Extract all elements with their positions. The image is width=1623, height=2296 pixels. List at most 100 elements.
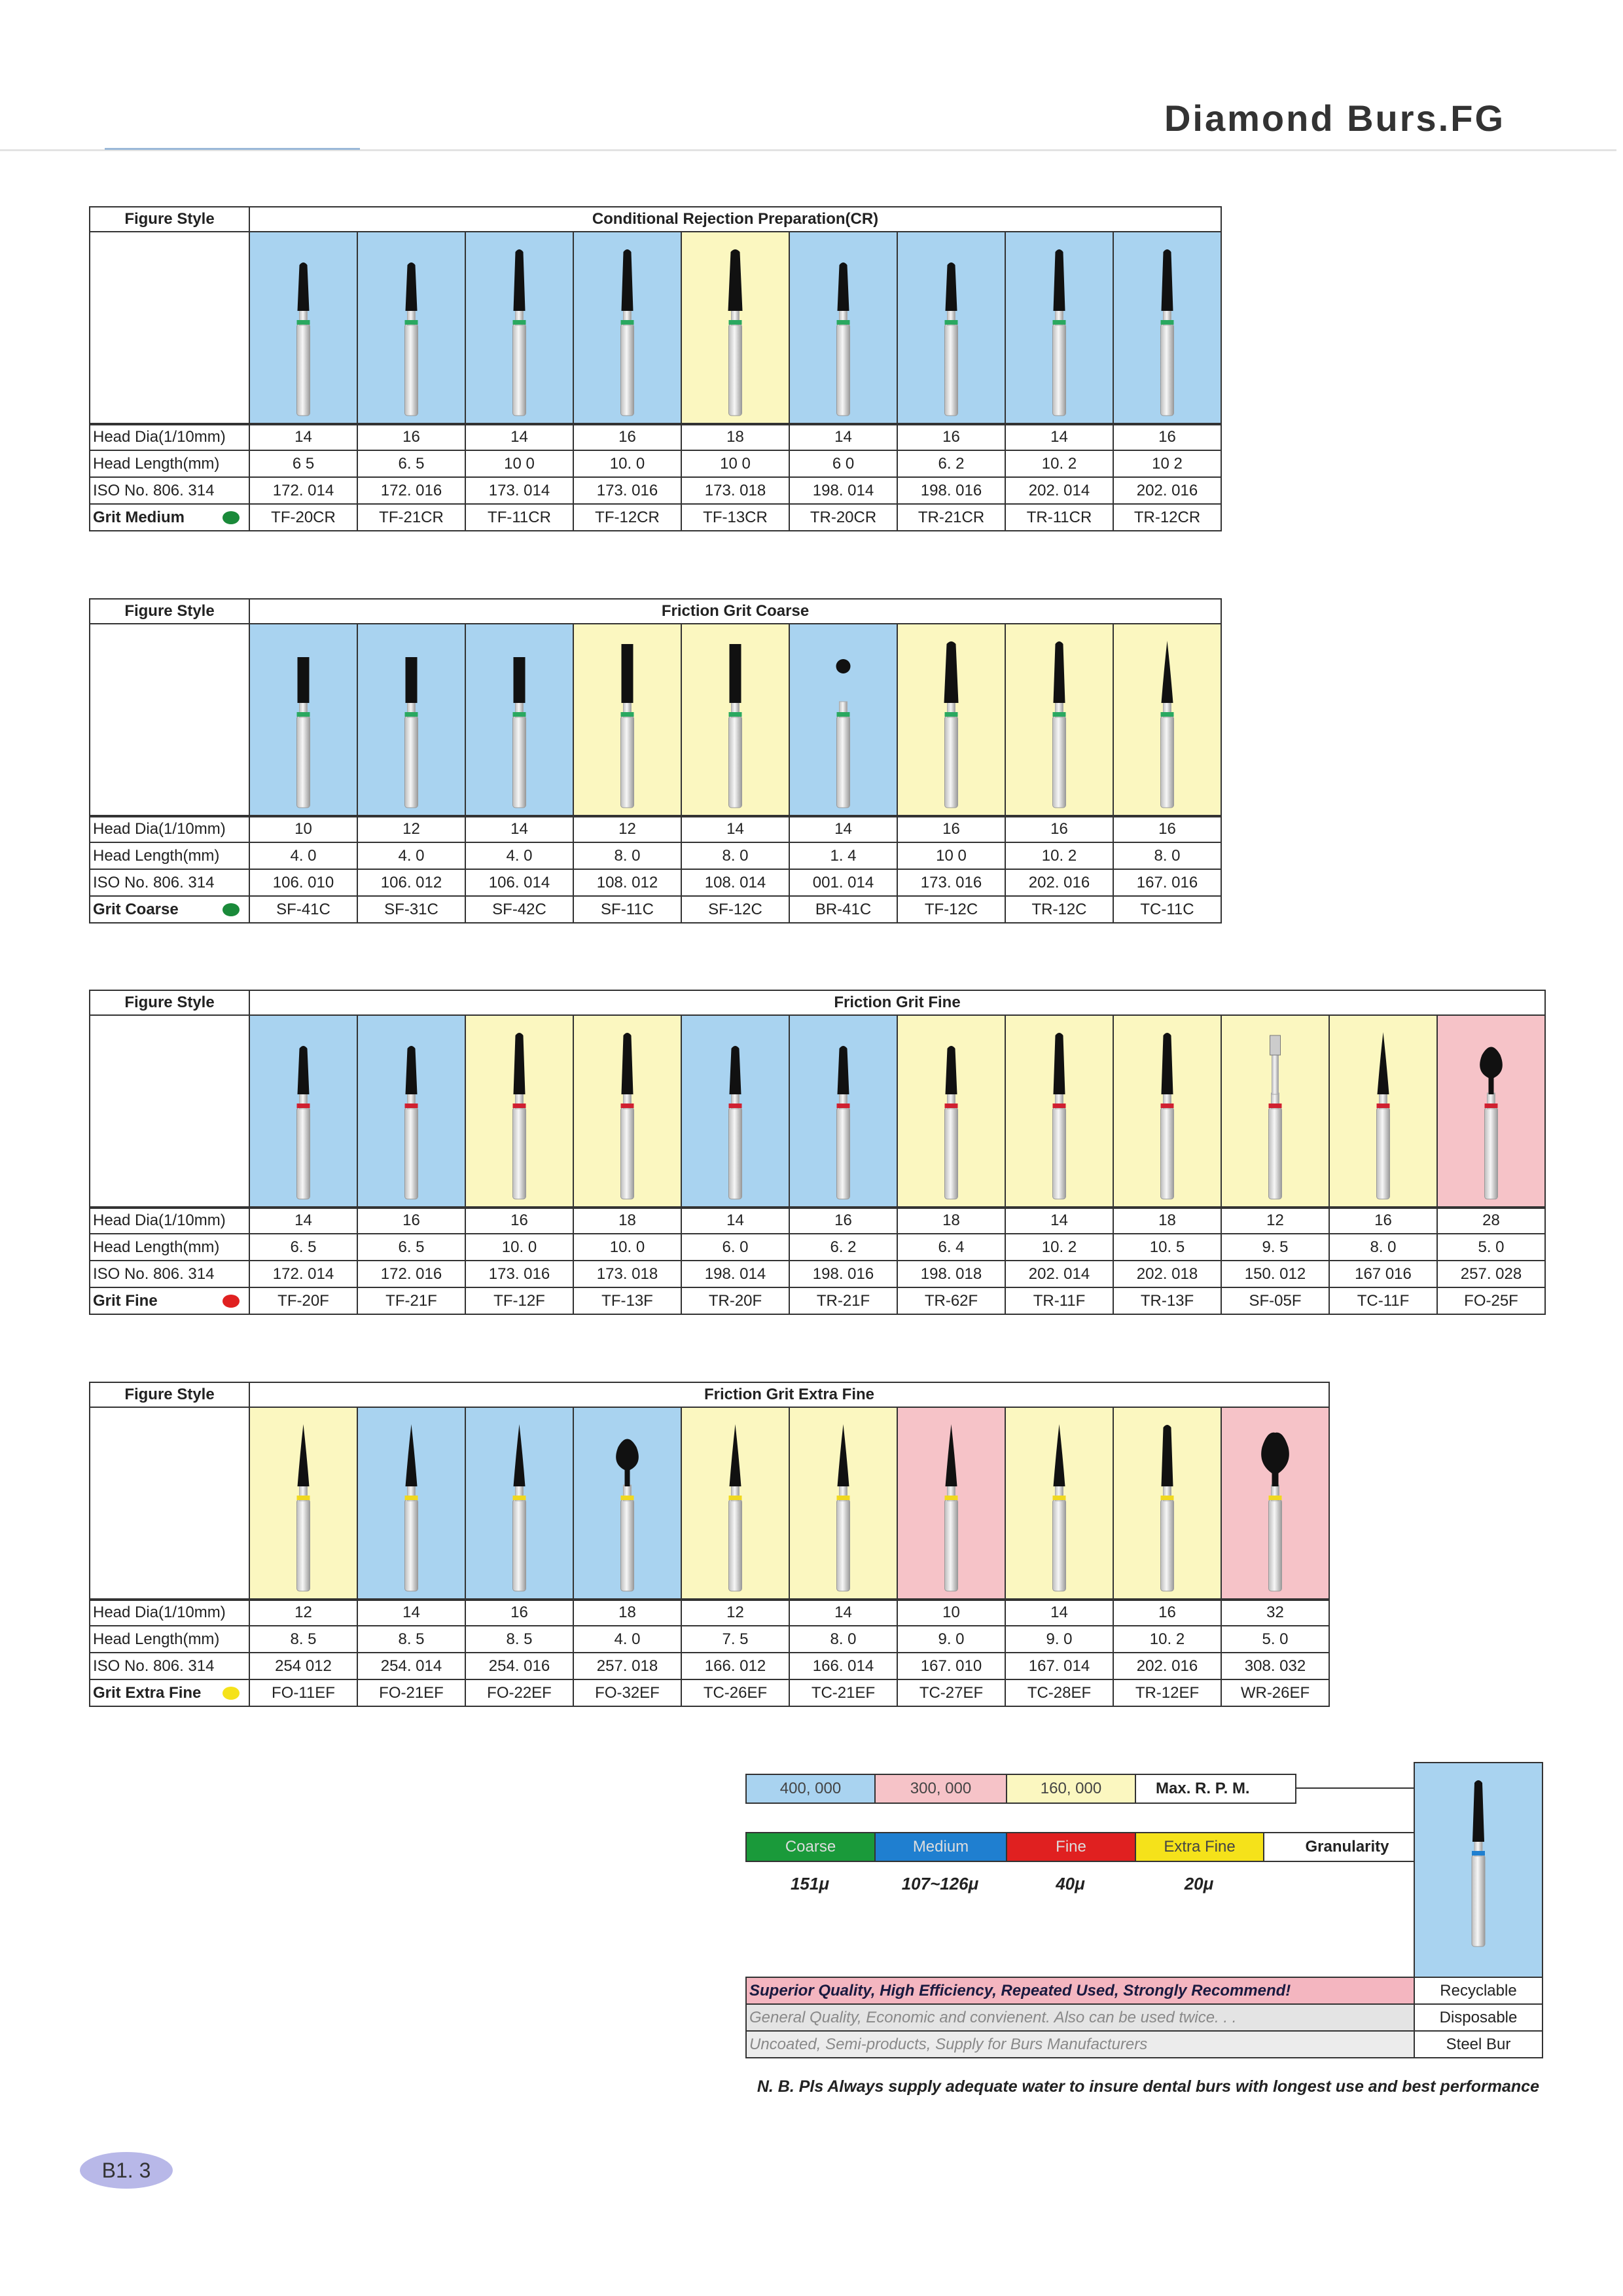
figure-cell xyxy=(1113,623,1222,817)
bur-band xyxy=(1268,1103,1282,1108)
table-cell: TC-21EF xyxy=(789,1679,898,1707)
figure-cell xyxy=(789,1407,898,1601)
bur-shank xyxy=(836,715,850,808)
bur-band xyxy=(944,1496,958,1500)
bur-head xyxy=(728,249,743,311)
figure-cell xyxy=(357,623,466,817)
table-cell: 257. 018 xyxy=(573,1652,682,1680)
bur-neck-long xyxy=(1272,1053,1279,1095)
bur-shank xyxy=(728,323,742,416)
figure-cell xyxy=(573,1014,682,1209)
bur-head xyxy=(513,657,526,703)
grit-label: Grit Medium xyxy=(93,508,185,526)
table-cell: 18 xyxy=(1113,1206,1222,1234)
bur-figure xyxy=(728,644,742,808)
table-cell: 10. 5 xyxy=(1113,1233,1222,1261)
figure-cell xyxy=(1113,231,1222,425)
table-cell: 16 xyxy=(1005,815,1114,843)
bur-head xyxy=(1161,249,1173,311)
bur-shank xyxy=(620,1107,634,1200)
bur-figure xyxy=(296,1424,310,1592)
bur-head xyxy=(945,1424,957,1486)
grit-row-label: Grit Coarse xyxy=(89,895,250,924)
table-cell: 108. 012 xyxy=(573,869,682,897)
table-cell: 14 xyxy=(249,1206,358,1234)
bur-shank xyxy=(1052,323,1066,416)
figure-cell xyxy=(249,231,358,425)
bur-figure xyxy=(1480,1047,1503,1200)
bur-band xyxy=(1268,1496,1282,1500)
bur-band xyxy=(296,1103,310,1108)
figure-cell xyxy=(465,1014,574,1209)
table-cell: SF-05F xyxy=(1221,1287,1330,1315)
bur-head xyxy=(297,657,310,703)
bur-figure xyxy=(1160,1033,1174,1200)
bur-band xyxy=(728,1496,742,1500)
bur-figure xyxy=(944,262,958,416)
bur-shank xyxy=(512,715,526,808)
table-cell: 18 xyxy=(897,1206,1006,1234)
table-cell: 14 xyxy=(357,1598,466,1626)
header-title: Diamond Burs.FG xyxy=(1164,98,1505,139)
bur-head xyxy=(405,1424,418,1486)
table-cell: TF-11CR xyxy=(465,503,574,531)
row-label: ISO No. 806. 314 xyxy=(89,869,250,897)
figure-cell xyxy=(789,623,898,817)
bur-band xyxy=(1160,712,1174,717)
bur-figure xyxy=(512,657,526,808)
bur-shank xyxy=(296,1499,310,1592)
table-cell: 202. 016 xyxy=(1113,1652,1222,1680)
grit-dot xyxy=(223,511,240,524)
figure-blank xyxy=(89,231,250,425)
table-cell: SF-11C xyxy=(573,895,682,924)
grit-label: Grit Coarse xyxy=(93,900,179,918)
figure-cell xyxy=(789,231,898,425)
bur-band xyxy=(404,712,418,717)
table-cell: 4. 0 xyxy=(357,842,466,870)
table-cell: 10. 0 xyxy=(573,450,682,478)
figure-cell xyxy=(1005,623,1114,817)
bur-shank xyxy=(944,1107,958,1200)
figure-cell xyxy=(1113,1014,1222,1209)
table-cell: 172. 014 xyxy=(249,476,358,505)
table-cell: 28 xyxy=(1436,1206,1546,1234)
table-cell: TR-21CR xyxy=(897,503,1006,531)
bur-figure xyxy=(728,1046,742,1200)
table-cell: 8. 0 xyxy=(1329,1233,1438,1261)
bur-shank xyxy=(836,1499,850,1592)
table-cell: 14 xyxy=(1005,1206,1114,1234)
table-cell: 14 xyxy=(681,1206,790,1234)
bur-band xyxy=(620,712,634,717)
bur-band xyxy=(620,320,634,325)
bur-shank xyxy=(1160,1107,1174,1200)
bur-shank xyxy=(404,715,418,808)
bur-shank xyxy=(512,323,526,416)
table-cell: 172. 016 xyxy=(357,1260,466,1288)
quality-label: Steel Bur xyxy=(1414,2030,1543,2058)
table-cell: 16 xyxy=(1113,815,1222,843)
table-cell: WR-26EF xyxy=(1221,1679,1330,1707)
table-cell: 172. 016 xyxy=(357,476,466,505)
bur-head xyxy=(405,657,418,703)
granularity-label: Granularity xyxy=(1263,1832,1431,1862)
bur-head xyxy=(729,1424,741,1486)
bur-band xyxy=(836,712,850,717)
grit-row-label: Grit Fine xyxy=(89,1287,250,1315)
bur-head xyxy=(297,1046,310,1094)
table-cell: 254 012 xyxy=(249,1652,358,1680)
table-cell: 12 xyxy=(1221,1206,1330,1234)
table-cell: 166. 014 xyxy=(789,1652,898,1680)
table-cell: 16 xyxy=(465,1206,574,1234)
row-label: Head Dia(1/10mm) xyxy=(89,1598,250,1626)
bur-figure xyxy=(296,657,310,808)
table-cell: TC-27EF xyxy=(897,1679,1006,1707)
table-cell: 10 xyxy=(249,815,358,843)
granularity-size: 107~126μ xyxy=(901,1873,979,1893)
bur-band xyxy=(1052,1496,1066,1500)
bur-figure xyxy=(620,644,634,808)
bur-band xyxy=(944,1103,958,1108)
bur-band xyxy=(1052,712,1066,717)
bur-head xyxy=(1161,1033,1173,1094)
quality-label: Disposable xyxy=(1414,2003,1543,2032)
